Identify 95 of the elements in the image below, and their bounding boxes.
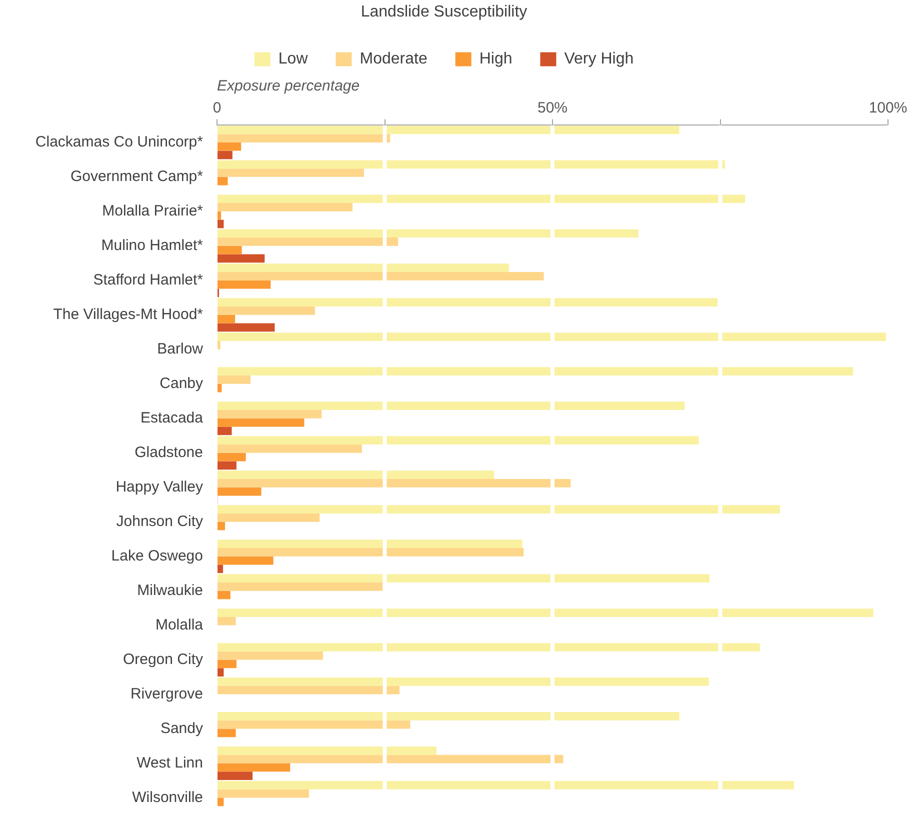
bar xyxy=(218,505,780,514)
y-tick-label: Government Camp* xyxy=(70,168,204,186)
bar xyxy=(218,651,324,660)
bar xyxy=(218,306,315,315)
bar xyxy=(218,728,236,738)
y-tick-label: Happy Valley xyxy=(116,478,204,496)
y-tick-label: Barlow xyxy=(157,340,204,358)
bar xyxy=(218,772,253,780)
bar xyxy=(218,203,353,212)
bar xyxy=(218,314,236,324)
bar xyxy=(218,478,571,488)
bar xyxy=(218,452,246,462)
bar xyxy=(218,150,232,160)
legend-label: High xyxy=(479,50,512,68)
bar xyxy=(218,564,224,574)
bar xyxy=(218,781,794,790)
y-tick-label: Gladstone xyxy=(134,444,203,461)
bar xyxy=(218,264,509,272)
bar xyxy=(218,367,854,376)
y-tick-label: Johnson City xyxy=(116,512,204,530)
legend-label: Low xyxy=(278,50,308,68)
y-tick-label: Estacada xyxy=(140,410,204,427)
bar xyxy=(218,298,718,307)
bar xyxy=(218,238,398,246)
bar xyxy=(218,426,232,436)
bar xyxy=(218,720,410,729)
bar xyxy=(218,487,262,496)
y-tick-label: Rivergrove xyxy=(130,685,203,702)
bar xyxy=(218,513,320,522)
bar xyxy=(218,402,685,410)
bar xyxy=(218,660,236,668)
bar xyxy=(218,798,224,806)
bar xyxy=(218,176,228,186)
y-tick-label: Lake Oswego xyxy=(111,547,203,564)
bar xyxy=(218,436,699,444)
bar xyxy=(218,134,390,142)
bar xyxy=(218,254,265,263)
bar xyxy=(218,444,362,453)
y-tick-label: The Villages-Mt Hood* xyxy=(53,306,204,324)
x-tick-label: 0 xyxy=(212,99,222,116)
legend-title: Landslide Susceptibility xyxy=(360,3,528,20)
bar xyxy=(218,410,322,418)
y-tick-label: Molalla xyxy=(155,616,204,634)
bar xyxy=(218,590,230,600)
bar xyxy=(218,678,709,686)
x-tick-label: 50% xyxy=(537,99,568,116)
bar xyxy=(218,341,220,350)
bar xyxy=(218,582,383,591)
bar xyxy=(218,384,222,392)
bar xyxy=(218,376,251,384)
bar xyxy=(218,220,224,228)
bar xyxy=(218,126,680,134)
y-tick-label: Mulino Hamlet* xyxy=(101,237,204,254)
legend-label: Very High xyxy=(564,50,634,68)
bar xyxy=(218,280,271,289)
bar xyxy=(218,418,304,427)
legend-label: Moderate xyxy=(360,50,428,68)
x-tick-label: 100% xyxy=(868,99,908,116)
bar xyxy=(218,789,309,798)
bar xyxy=(218,763,290,772)
bar xyxy=(218,754,564,764)
bar xyxy=(218,461,236,470)
bar xyxy=(218,540,522,548)
bar xyxy=(218,574,710,582)
bar xyxy=(218,470,494,479)
bar xyxy=(218,246,242,254)
y-tick-label: West Linn xyxy=(136,754,203,772)
bar xyxy=(218,608,874,617)
bar xyxy=(218,548,524,556)
x-axis-title: Exposure percentage xyxy=(217,77,360,94)
bar xyxy=(218,522,226,530)
bar xyxy=(218,142,242,151)
y-tick-label: Oregon City xyxy=(122,650,204,668)
bar xyxy=(218,229,638,238)
y-tick-label: Canby xyxy=(160,375,204,392)
bar xyxy=(218,686,400,694)
bar xyxy=(218,168,364,177)
bar xyxy=(218,211,222,220)
y-tick-label: Sandy xyxy=(160,720,204,737)
y-tick-label: Milwaukie xyxy=(137,582,203,599)
bar xyxy=(218,643,760,652)
y-tick-label: Molalla Prairie* xyxy=(102,202,204,220)
bar xyxy=(218,194,746,204)
y-tick-label: Clackamas Co Unincorp* xyxy=(35,134,204,151)
bar xyxy=(218,746,436,755)
y-tick-label: Wilsonville xyxy=(132,788,203,806)
bar xyxy=(218,272,544,280)
bar xyxy=(218,712,680,720)
y-tick-label: Stafford Hamlet* xyxy=(93,272,204,289)
bar xyxy=(218,616,236,626)
bar xyxy=(218,668,224,677)
bar xyxy=(218,160,725,169)
bar xyxy=(218,332,888,342)
bar xyxy=(218,323,275,332)
bar xyxy=(218,556,274,565)
